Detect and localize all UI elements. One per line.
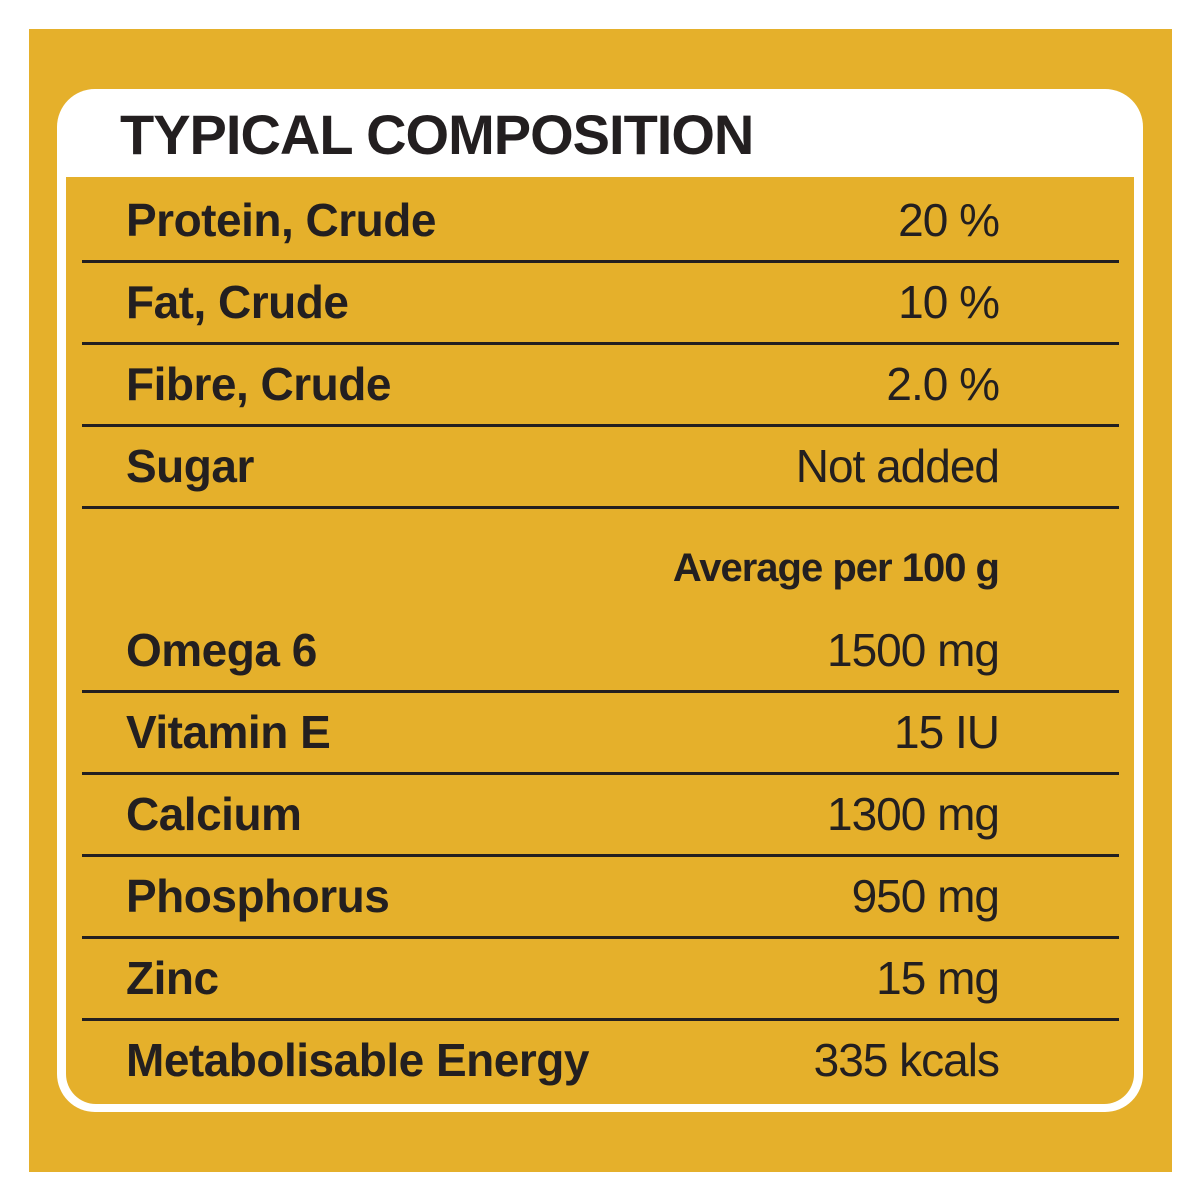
composition-row-sugar: Sugar Not added xyxy=(82,427,1119,509)
additive-row-energy: Metabolisable Energy 335 kcals xyxy=(82,1021,1119,1103)
row-label: Omega 6 xyxy=(126,624,317,676)
row-value: 20 % xyxy=(898,194,1000,246)
row-label: Sugar xyxy=(126,440,254,492)
row-label: Fat, Crude xyxy=(126,276,349,328)
row-value: 10 % xyxy=(898,276,1000,328)
row-label: Fibre, Crude xyxy=(126,358,391,410)
row-value: 950 mg xyxy=(851,870,1000,922)
row-value: 15 mg xyxy=(876,952,1000,1004)
row-value: Not added xyxy=(795,440,1000,492)
row-label: Metabolisable Energy xyxy=(126,1034,589,1086)
additive-row-omega6: Omega 6 1500 mg xyxy=(82,611,1119,693)
row-value: 15 IU xyxy=(894,706,1000,758)
row-value: 1300 mg xyxy=(826,788,1000,840)
row-value: 1500 mg xyxy=(826,624,1000,676)
composition-title: TYPICAL COMPOSITION xyxy=(120,103,754,166)
composition-row-protein: Protein, Crude 20 % xyxy=(82,181,1119,263)
additive-row-phosphorus: Phosphorus 950 mg xyxy=(82,857,1119,939)
row-label: Zinc xyxy=(126,952,219,1004)
row-label: Calcium xyxy=(126,788,302,840)
additive-row-vitamin-e: Vitamin E 15 IU xyxy=(82,693,1119,775)
additive-row-zinc: Zinc 15 mg xyxy=(82,939,1119,1021)
row-label: Vitamin E xyxy=(126,706,331,758)
composition-panel xyxy=(66,177,1134,1104)
row-value: 2.0 % xyxy=(886,358,1000,410)
row-value: 335 kcals xyxy=(813,1034,1000,1086)
composition-row-fat: Fat, Crude 10 % xyxy=(82,263,1119,345)
row-label: Phosphorus xyxy=(126,870,390,922)
row-label: Protein, Crude xyxy=(126,194,436,246)
composition-row-fibre: Fibre, Crude 2.0 % xyxy=(82,345,1119,427)
composition-table: Protein, Crude 20 % Fat, Crude 10 % Fibr… xyxy=(82,181,1119,1103)
additives-header: Average per 100 g xyxy=(672,546,1000,590)
table-spacer xyxy=(82,509,1119,529)
additive-row-calcium: Calcium 1300 mg xyxy=(82,775,1119,857)
additives-header-row: Average per 100 g xyxy=(82,529,1119,611)
